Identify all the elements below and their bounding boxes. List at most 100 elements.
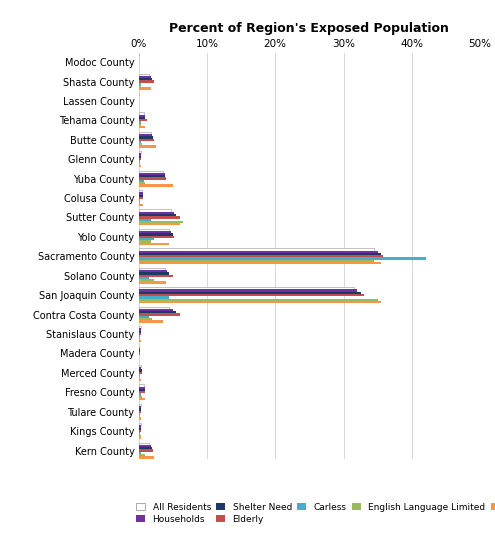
Bar bbox=[139, 299, 378, 301]
Bar bbox=[139, 337, 140, 340]
Bar bbox=[139, 391, 146, 394]
Bar bbox=[139, 74, 149, 76]
Bar bbox=[139, 175, 165, 177]
Bar bbox=[139, 311, 176, 313]
Bar bbox=[139, 301, 381, 303]
Bar bbox=[139, 287, 354, 289]
Bar bbox=[139, 255, 383, 257]
Bar bbox=[139, 124, 142, 126]
Bar bbox=[139, 365, 141, 367]
Bar bbox=[139, 274, 173, 277]
Bar bbox=[139, 180, 144, 182]
Bar bbox=[139, 409, 142, 411]
Bar bbox=[139, 279, 153, 281]
Bar bbox=[139, 223, 180, 225]
Bar bbox=[139, 201, 140, 204]
Bar bbox=[139, 126, 146, 128]
Bar bbox=[139, 318, 152, 320]
Bar bbox=[139, 376, 140, 379]
Bar bbox=[139, 404, 141, 406]
Bar bbox=[139, 218, 151, 221]
Bar bbox=[139, 141, 142, 143]
Bar bbox=[139, 119, 147, 122]
Bar bbox=[139, 115, 146, 117]
Bar bbox=[139, 352, 140, 355]
Bar bbox=[139, 433, 140, 435]
Bar bbox=[139, 270, 167, 272]
Bar bbox=[139, 316, 149, 318]
Bar bbox=[139, 143, 142, 145]
Bar bbox=[139, 204, 143, 206]
Bar bbox=[139, 418, 142, 420]
Bar bbox=[139, 83, 142, 85]
Bar bbox=[139, 78, 152, 80]
Bar bbox=[139, 340, 142, 342]
Bar bbox=[139, 163, 140, 165]
Bar bbox=[139, 229, 169, 231]
Bar bbox=[139, 238, 153, 240]
Bar bbox=[139, 253, 381, 255]
Bar bbox=[139, 209, 171, 212]
Title: Percent of Region's Exposed Population: Percent of Region's Exposed Population bbox=[169, 22, 449, 35]
Bar bbox=[139, 132, 151, 134]
Bar bbox=[139, 277, 149, 279]
Bar bbox=[139, 307, 169, 309]
Bar bbox=[139, 197, 144, 199]
Bar bbox=[139, 153, 142, 156]
Bar bbox=[139, 423, 141, 426]
Bar bbox=[139, 372, 142, 374]
Bar bbox=[139, 76, 151, 78]
Bar bbox=[139, 331, 142, 333]
Bar bbox=[139, 396, 142, 398]
Bar bbox=[139, 171, 162, 173]
Bar bbox=[139, 139, 153, 141]
Bar bbox=[139, 134, 152, 136]
Bar bbox=[139, 177, 166, 180]
Bar bbox=[139, 452, 142, 454]
Bar bbox=[139, 413, 140, 415]
Legend: All Residents, Households, Shelter Need, Elderly, Carless, English Language Limi: All Residents, Households, Shelter Need,… bbox=[136, 503, 495, 524]
Bar bbox=[139, 292, 360, 294]
Bar bbox=[139, 122, 141, 124]
Bar bbox=[139, 450, 153, 452]
Bar bbox=[139, 437, 142, 439]
Bar bbox=[139, 289, 357, 292]
Bar bbox=[139, 430, 142, 433]
Bar bbox=[139, 379, 142, 381]
Bar bbox=[139, 190, 142, 192]
Bar bbox=[139, 398, 146, 400]
Bar bbox=[139, 156, 142, 158]
Bar bbox=[139, 294, 364, 296]
Bar bbox=[139, 394, 142, 396]
Bar bbox=[139, 112, 144, 115]
Bar bbox=[139, 231, 171, 233]
Bar bbox=[139, 87, 151, 90]
Bar bbox=[139, 374, 140, 376]
Bar bbox=[139, 333, 142, 335]
Bar bbox=[139, 335, 140, 337]
Bar bbox=[139, 136, 153, 139]
Bar bbox=[139, 309, 173, 311]
Bar bbox=[139, 212, 174, 214]
Bar bbox=[139, 313, 180, 316]
Bar bbox=[139, 248, 374, 250]
Bar bbox=[139, 194, 144, 197]
Bar bbox=[139, 151, 141, 153]
Bar bbox=[139, 250, 378, 253]
Bar bbox=[139, 296, 169, 299]
Bar bbox=[139, 447, 152, 450]
Bar bbox=[139, 184, 173, 186]
Bar bbox=[139, 443, 149, 445]
Bar bbox=[139, 415, 140, 418]
Bar bbox=[139, 173, 164, 175]
Bar bbox=[139, 160, 140, 163]
Bar bbox=[139, 350, 140, 352]
Bar bbox=[139, 426, 142, 428]
Bar bbox=[139, 145, 155, 148]
Bar bbox=[139, 242, 169, 245]
Bar bbox=[139, 411, 142, 413]
Bar bbox=[139, 456, 153, 459]
Bar bbox=[139, 370, 142, 372]
Bar bbox=[139, 158, 142, 160]
Bar bbox=[139, 406, 142, 409]
